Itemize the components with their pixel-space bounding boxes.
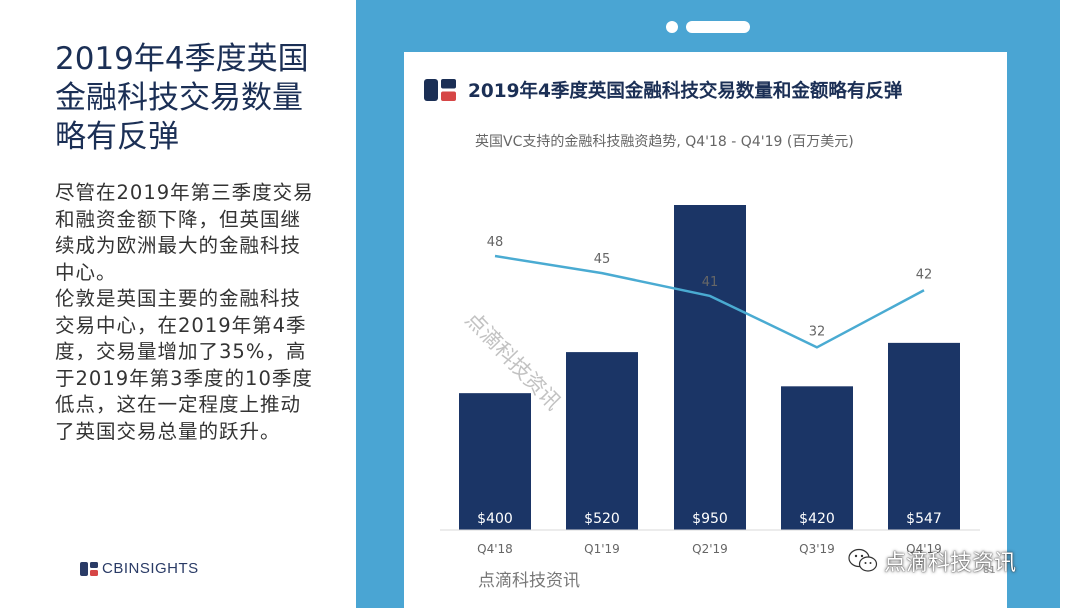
bar-Q3'19 xyxy=(781,386,853,530)
bar-Q4'18 xyxy=(459,393,531,530)
bar-value-label: $420 xyxy=(799,511,835,527)
bar-value-label: $520 xyxy=(584,511,620,527)
x-tick-label: Q2'19 xyxy=(692,542,728,556)
x-tick-label: Q3'19 xyxy=(799,542,835,556)
line-value-label: 32 xyxy=(809,324,826,339)
line-value-label: 48 xyxy=(487,235,504,250)
bar-Q1'19 xyxy=(566,352,638,530)
bar-Q4'19 xyxy=(888,343,960,530)
line-value-label: 41 xyxy=(702,275,719,290)
line-value-label: 45 xyxy=(594,252,611,267)
x-tick-label: Q4'18 xyxy=(477,542,513,556)
bar-value-label: $547 xyxy=(906,511,942,527)
x-tick-label: Q1'19 xyxy=(584,542,620,556)
bar-Q2'19 xyxy=(674,205,746,530)
wechat-watermark-text: 点滴科技资讯 xyxy=(884,545,1016,577)
page-number: 81 xyxy=(983,565,996,576)
bar-value-label: $950 xyxy=(692,511,728,527)
line-value-label: 42 xyxy=(916,267,933,282)
bar-value-label: $400 xyxy=(477,511,513,527)
watermark-bottom: 点滴科技资讯 xyxy=(478,566,580,591)
wechat-icon xyxy=(848,548,878,574)
